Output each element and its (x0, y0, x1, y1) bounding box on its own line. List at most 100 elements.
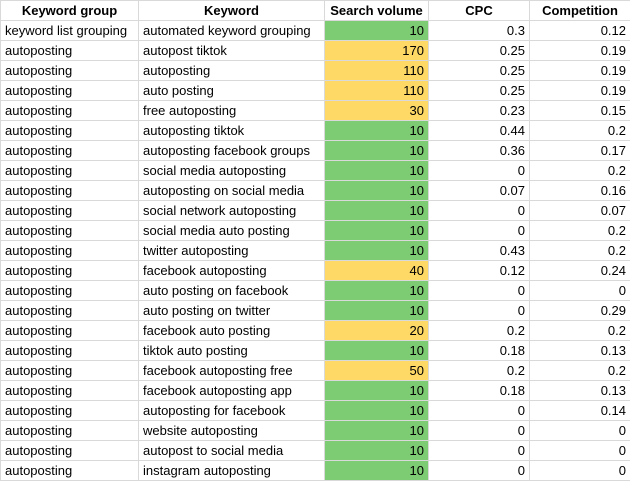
cell-keyword[interactable]: auto posting (138, 80, 325, 101)
cell-search-volume[interactable]: 10 (324, 280, 429, 301)
cell-search-volume[interactable]: 10 (324, 120, 429, 141)
cell-competition[interactable]: 0.19 (529, 80, 630, 101)
cell-keyword-group[interactable]: autoposting (0, 440, 139, 461)
cell-competition[interactable]: 0 (529, 420, 630, 441)
cell-cpc[interactable]: 0.36 (428, 140, 530, 161)
cell-keyword-group[interactable]: autoposting (0, 120, 139, 141)
cell-competition[interactable]: 0.13 (529, 340, 630, 361)
cell-keyword-group[interactable]: autoposting (0, 460, 139, 481)
cell-competition[interactable]: 0.14 (529, 400, 630, 421)
cell-search-volume[interactable]: 40 (324, 260, 429, 281)
cell-competition[interactable]: 0.12 (529, 20, 630, 41)
cell-cpc[interactable]: 0 (428, 300, 530, 321)
cell-competition[interactable]: 0.19 (529, 60, 630, 81)
cell-cpc[interactable]: 0.25 (428, 40, 530, 61)
cell-cpc[interactable]: 0 (428, 200, 530, 221)
cell-search-volume[interactable]: 10 (324, 240, 429, 261)
cell-keyword[interactable]: facebook autoposting free (138, 360, 325, 381)
cell-search-volume[interactable]: 10 (324, 400, 429, 421)
cell-cpc[interactable]: 0.12 (428, 260, 530, 281)
cell-keyword-group[interactable]: autoposting (0, 100, 139, 121)
cell-keyword[interactable]: autoposting (138, 60, 325, 81)
cell-search-volume[interactable]: 10 (324, 140, 429, 161)
cell-cpc[interactable]: 0.25 (428, 60, 530, 81)
cell-cpc[interactable]: 0.25 (428, 80, 530, 101)
cell-competition[interactable]: 0.17 (529, 140, 630, 161)
cell-competition[interactable]: 0.2 (529, 120, 630, 141)
cell-cpc[interactable]: 0.2 (428, 360, 530, 381)
cell-competition[interactable]: 0.29 (529, 300, 630, 321)
cell-keyword-group[interactable]: autoposting (0, 160, 139, 181)
cell-competition[interactable]: 0.07 (529, 200, 630, 221)
cell-search-volume[interactable]: 10 (324, 220, 429, 241)
cell-search-volume[interactable]: 20 (324, 320, 429, 341)
cell-keyword[interactable]: autoposting facebook groups (138, 140, 325, 161)
cell-search-volume[interactable]: 10 (324, 300, 429, 321)
cell-search-volume[interactable]: 10 (324, 440, 429, 461)
cell-search-volume[interactable]: 170 (324, 40, 429, 61)
cell-cpc[interactable]: 0 (428, 420, 530, 441)
cell-competition[interactable]: 0.2 (529, 320, 630, 341)
cell-keyword[interactable]: automated keyword grouping (138, 20, 325, 41)
cell-keyword[interactable]: website autoposting (138, 420, 325, 441)
cell-keyword[interactable]: autoposting tiktok (138, 120, 325, 141)
cell-competition[interactable]: 0.2 (529, 160, 630, 181)
cell-cpc[interactable]: 0.43 (428, 240, 530, 261)
cell-cpc[interactable]: 0.18 (428, 380, 530, 401)
cell-cpc[interactable]: 0.2 (428, 320, 530, 341)
cell-competition[interactable]: 0.2 (529, 240, 630, 261)
cell-cpc[interactable]: 0 (428, 280, 530, 301)
cell-keyword-group[interactable]: autoposting (0, 40, 139, 61)
cell-search-volume[interactable]: 110 (324, 60, 429, 81)
cell-competition[interactable]: 0.19 (529, 40, 630, 61)
cell-keyword-group[interactable]: autoposting (0, 180, 139, 201)
cell-cpc[interactable]: 0.23 (428, 100, 530, 121)
cell-keyword-group[interactable]: autoposting (0, 280, 139, 301)
cell-competition[interactable]: 0 (529, 440, 630, 461)
cell-keyword[interactable]: facebook autoposting (138, 260, 325, 281)
cell-keyword[interactable]: free autoposting (138, 100, 325, 121)
cell-keyword-group[interactable]: autoposting (0, 260, 139, 281)
cell-competition[interactable]: 0.24 (529, 260, 630, 281)
cell-search-volume[interactable]: 10 (324, 160, 429, 181)
header-cpc[interactable]: CPC (428, 0, 530, 21)
cell-competition[interactable]: 0.15 (529, 100, 630, 121)
cell-search-volume[interactable]: 10 (324, 20, 429, 41)
cell-competition[interactable]: 0.2 (529, 220, 630, 241)
cell-keyword[interactable]: autopost to social media (138, 440, 325, 461)
cell-cpc[interactable]: 0 (428, 400, 530, 421)
cell-cpc[interactable]: 0 (428, 460, 530, 481)
cell-keyword-group[interactable]: keyword list grouping (0, 20, 139, 41)
cell-competition[interactable]: 0.13 (529, 380, 630, 401)
cell-keyword[interactable]: facebook auto posting (138, 320, 325, 341)
cell-keyword[interactable]: social media autoposting (138, 160, 325, 181)
cell-keyword-group[interactable]: autoposting (0, 400, 139, 421)
cell-keyword[interactable]: tiktok auto posting (138, 340, 325, 361)
cell-search-volume[interactable]: 110 (324, 80, 429, 101)
cell-keyword-group[interactable]: autoposting (0, 140, 139, 161)
header-keyword-group[interactable]: Keyword group (0, 0, 139, 21)
cell-cpc[interactable]: 0.44 (428, 120, 530, 141)
cell-search-volume[interactable]: 10 (324, 200, 429, 221)
cell-keyword[interactable]: auto posting on facebook (138, 280, 325, 301)
cell-competition[interactable]: 0 (529, 460, 630, 481)
cell-keyword[interactable]: social media auto posting (138, 220, 325, 241)
cell-search-volume[interactable]: 50 (324, 360, 429, 381)
cell-keyword[interactable]: social network autoposting (138, 200, 325, 221)
cell-keyword-group[interactable]: autoposting (0, 380, 139, 401)
cell-cpc[interactable]: 0 (428, 220, 530, 241)
cell-keyword-group[interactable]: autoposting (0, 300, 139, 321)
cell-keyword-group[interactable]: autoposting (0, 360, 139, 381)
cell-cpc[interactable]: 0.18 (428, 340, 530, 361)
cell-search-volume[interactable]: 10 (324, 180, 429, 201)
cell-keyword-group[interactable]: autoposting (0, 80, 139, 101)
cell-keyword-group[interactable]: autoposting (0, 220, 139, 241)
header-search-volume[interactable]: Search volume (324, 0, 429, 21)
cell-keyword[interactable]: auto posting on twitter (138, 300, 325, 321)
cell-cpc[interactable]: 0.3 (428, 20, 530, 41)
cell-keyword[interactable]: autopost tiktok (138, 40, 325, 61)
cell-cpc[interactable]: 0.07 (428, 180, 530, 201)
cell-competition[interactable]: 0.2 (529, 360, 630, 381)
cell-keyword-group[interactable]: autoposting (0, 320, 139, 341)
header-keyword[interactable]: Keyword (138, 0, 325, 21)
